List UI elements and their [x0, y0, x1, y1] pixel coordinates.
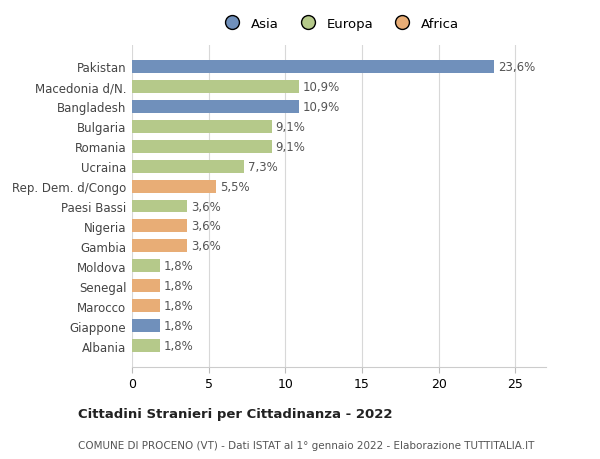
Bar: [132, 200, 187, 213]
Text: 23,6%: 23,6%: [498, 61, 535, 73]
Text: 7,3%: 7,3%: [248, 160, 278, 173]
Bar: [132, 61, 494, 73]
Bar: [132, 120, 272, 133]
Text: Cittadini Stranieri per Cittadinanza - 2022: Cittadini Stranieri per Cittadinanza - 2…: [78, 407, 392, 420]
Bar: [132, 80, 299, 93]
Bar: [132, 340, 160, 353]
Bar: [132, 320, 160, 333]
Bar: [132, 220, 187, 233]
Text: 1,8%: 1,8%: [163, 340, 193, 353]
Bar: [132, 300, 160, 313]
Bar: [132, 240, 187, 253]
Bar: [132, 180, 217, 193]
Text: 1,8%: 1,8%: [163, 260, 193, 273]
Bar: [132, 101, 299, 113]
Text: 5,5%: 5,5%: [220, 180, 250, 193]
Text: 1,8%: 1,8%: [163, 319, 193, 333]
Text: COMUNE DI PROCENO (VT) - Dati ISTAT al 1° gennaio 2022 - Elaborazione TUTTITALIA: COMUNE DI PROCENO (VT) - Dati ISTAT al 1…: [78, 440, 535, 450]
Text: 9,1%: 9,1%: [275, 120, 305, 133]
Bar: [132, 160, 244, 173]
Text: 3,6%: 3,6%: [191, 220, 221, 233]
Text: 1,8%: 1,8%: [163, 300, 193, 313]
Text: 1,8%: 1,8%: [163, 280, 193, 293]
Text: 10,9%: 10,9%: [303, 101, 340, 113]
Text: 3,6%: 3,6%: [191, 200, 221, 213]
Text: 10,9%: 10,9%: [303, 80, 340, 94]
Bar: [132, 260, 160, 273]
Bar: [132, 280, 160, 293]
Legend: Asia, Europa, Africa: Asia, Europa, Africa: [215, 14, 463, 35]
Text: 9,1%: 9,1%: [275, 140, 305, 153]
Bar: [132, 140, 272, 153]
Text: 3,6%: 3,6%: [191, 240, 221, 253]
